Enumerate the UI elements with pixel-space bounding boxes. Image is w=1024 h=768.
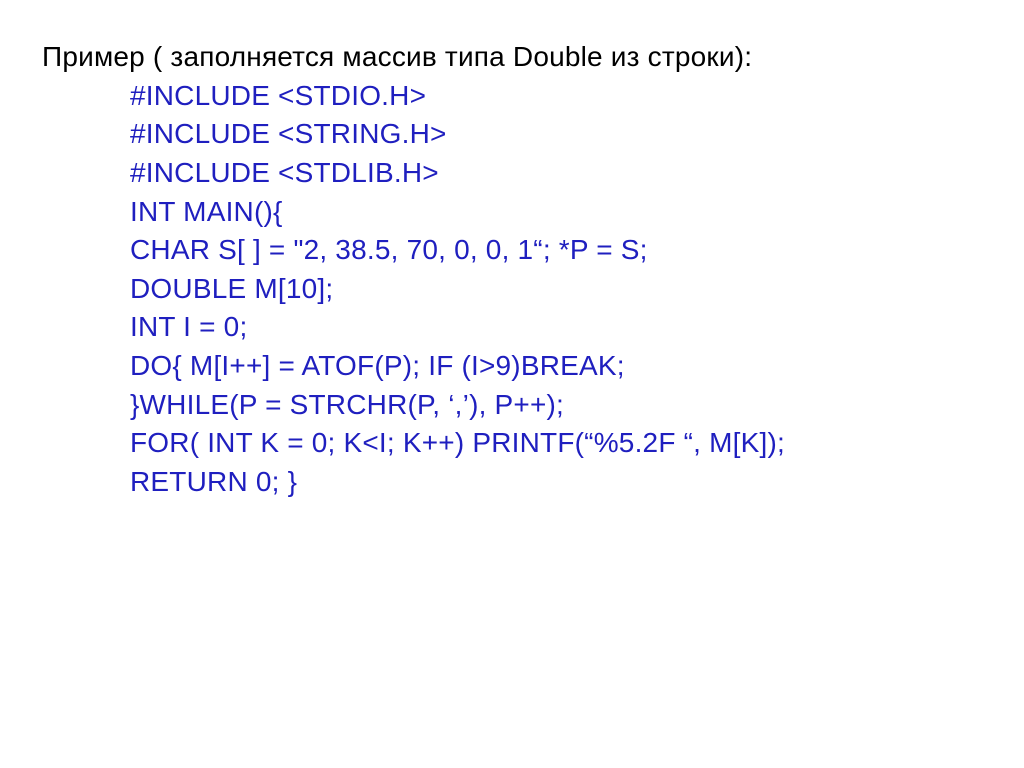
code-line: DOUBLE M[10]; [130,270,1024,309]
code-line: }WHILE(P = STRCHR(P, ‘,’), P++); [130,386,1024,425]
code-line: DO{ M[I++] = ATOF(P); IF (I>9)BREAK; [130,347,1024,386]
code-line: #INCLUDE <STRING.H> [130,115,1024,154]
code-line: #INCLUDE <STDIO.H> [130,77,1024,116]
code-line: FOR( INT K = 0; K<I; K++) PRINTF(“%5.2F … [130,424,1024,463]
code-line: #INCLUDE <STDLIB.H> [130,154,1024,193]
code-line: RETURN 0; } [130,463,1024,502]
code-line: INT MAIN(){ [130,193,1024,232]
slide-container: Пример ( заполняется массив типа Double … [0,0,1024,768]
code-line: CHAR S[ ] = "2, 38.5, 70, 0, 0, 1“; *P =… [130,231,1024,270]
slide-title: Пример ( заполняется массив типа Double … [42,38,1024,77]
code-line: INT I = 0; [130,308,1024,347]
